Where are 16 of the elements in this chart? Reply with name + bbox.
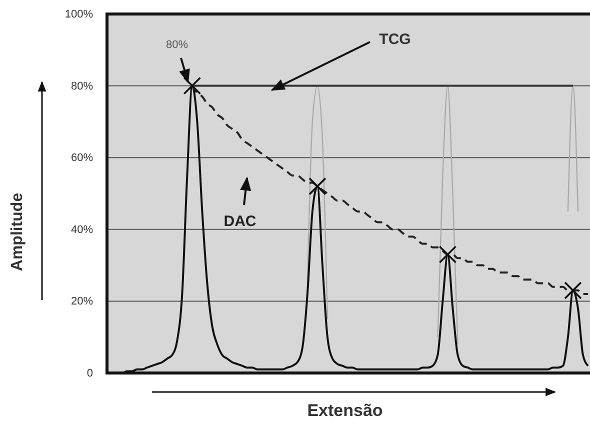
point bbox=[183, 76, 202, 95]
y-tick-label: 0 bbox=[86, 368, 93, 380]
line-series bbox=[191, 84, 589, 296]
text: TCG bbox=[379, 30, 411, 48]
point bbox=[564, 282, 582, 300]
y-tick-label: 60% bbox=[70, 152, 94, 164]
y-axis-title: Amplitude bbox=[9, 192, 26, 272]
y-tick-label: 20% bbox=[70, 296, 94, 308]
y-tick-label: 80% bbox=[70, 80, 94, 92]
point bbox=[438, 246, 457, 264]
y-tick-label: 100% bbox=[64, 8, 94, 21]
text: DAC bbox=[224, 212, 256, 230]
x-axis-title: Extensão bbox=[307, 401, 383, 420]
point bbox=[308, 177, 326, 196]
y-tick-label: 40% bbox=[70, 224, 94, 236]
annotation: 80% bbox=[166, 39, 188, 51]
